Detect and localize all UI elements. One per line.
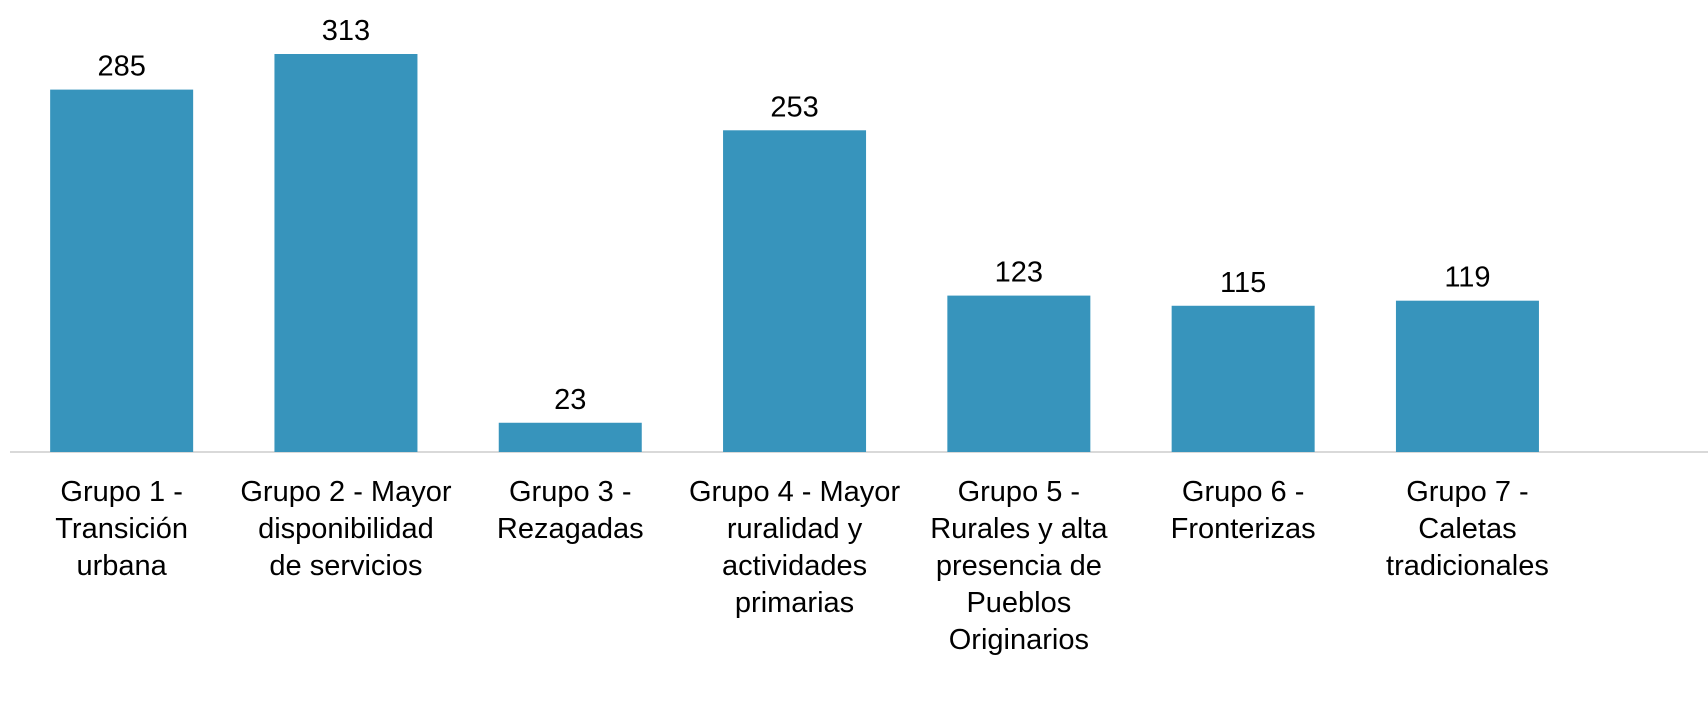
data-label: 119	[1444, 262, 1490, 294]
bar	[50, 89, 194, 453]
x-tick-label: Grupo 6 - Fronterizas	[1170, 476, 1316, 545]
x-tick-label: Grupo 4 - Mayor ruralidad y actividades …	[688, 476, 901, 619]
bar	[1395, 300, 1539, 452]
x-tick-label: Grupo 1 - Transición urbana	[55, 476, 188, 582]
data-label: 285	[97, 51, 145, 83]
bar	[723, 130, 867, 452]
data-label: 123	[995, 257, 1043, 289]
x-tick-label: Grupo 5 - Rurales y alta presencia de Pu…	[930, 476, 1108, 656]
bar	[1171, 305, 1315, 452]
x-tick-label: Grupo 7 - Caletas tradicionales	[1386, 476, 1549, 582]
x-tick-label: Grupo 2 - Mayor disponibilidad de servic…	[240, 476, 452, 582]
bar	[947, 295, 1091, 452]
data-label: 23	[554, 384, 586, 416]
bar	[498, 422, 642, 452]
data-label: 253	[770, 91, 818, 123]
data-label: 313	[322, 15, 370, 47]
x-tick-label: Grupo 3 - Rezagadas	[496, 476, 644, 545]
bar	[274, 54, 418, 452]
data-label: 115	[1220, 267, 1266, 299]
